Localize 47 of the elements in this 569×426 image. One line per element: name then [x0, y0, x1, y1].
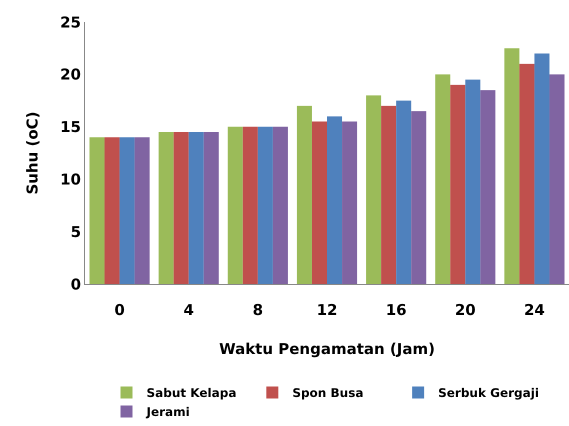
bar	[327, 116, 342, 284]
bar	[534, 53, 550, 284]
y-tick-label: 25	[60, 13, 81, 32]
bar	[104, 137, 120, 284]
bar	[381, 106, 396, 284]
bar	[519, 64, 534, 284]
x-axis-title: Waktu Pengamatan (Jam)	[219, 340, 435, 358]
bar	[158, 132, 174, 284]
x-tick-label: 0	[114, 301, 125, 319]
legend-label: Sabut Kelapa	[146, 386, 236, 400]
bar	[465, 80, 480, 284]
bar	[174, 132, 189, 284]
bar	[342, 122, 358, 284]
x-tick-label: 8	[252, 301, 264, 319]
bar	[134, 137, 150, 284]
bar	[296, 106, 312, 284]
bar	[396, 100, 412, 284]
y-tick-label: 15	[60, 118, 81, 136]
bar	[272, 126, 288, 284]
y-tick-label: 10	[60, 170, 81, 188]
bar	[228, 126, 243, 284]
bar	[549, 74, 565, 284]
bar	[450, 84, 466, 284]
bar	[366, 95, 382, 284]
x-tick-label: 16	[386, 301, 407, 319]
y-tick-label: 0	[70, 275, 81, 294]
y-tick-label: 20	[60, 66, 81, 84]
legend-label: Spon Busa	[292, 386, 364, 400]
x-tick-label: 20	[454, 301, 476, 319]
bar	[188, 132, 204, 284]
x-tick-label: 12	[316, 301, 338, 319]
x-tick-label: 4	[183, 301, 194, 319]
bar	[204, 132, 219, 284]
bar	[411, 111, 426, 284]
bar	[242, 126, 258, 284]
bar	[480, 90, 496, 284]
x-tick-label: 24	[524, 301, 545, 319]
bar	[120, 137, 135, 284]
bar	[89, 137, 105, 284]
legend-label: Serbuk Gergaji	[438, 386, 539, 400]
bar	[258, 126, 273, 284]
legend-label: Jerami	[146, 405, 190, 420]
bar	[504, 48, 520, 284]
y-axis-title: Suhu (oC)	[23, 111, 42, 195]
bar	[312, 122, 327, 284]
y-tick-label: 5	[70, 222, 81, 241]
bar	[435, 74, 450, 284]
